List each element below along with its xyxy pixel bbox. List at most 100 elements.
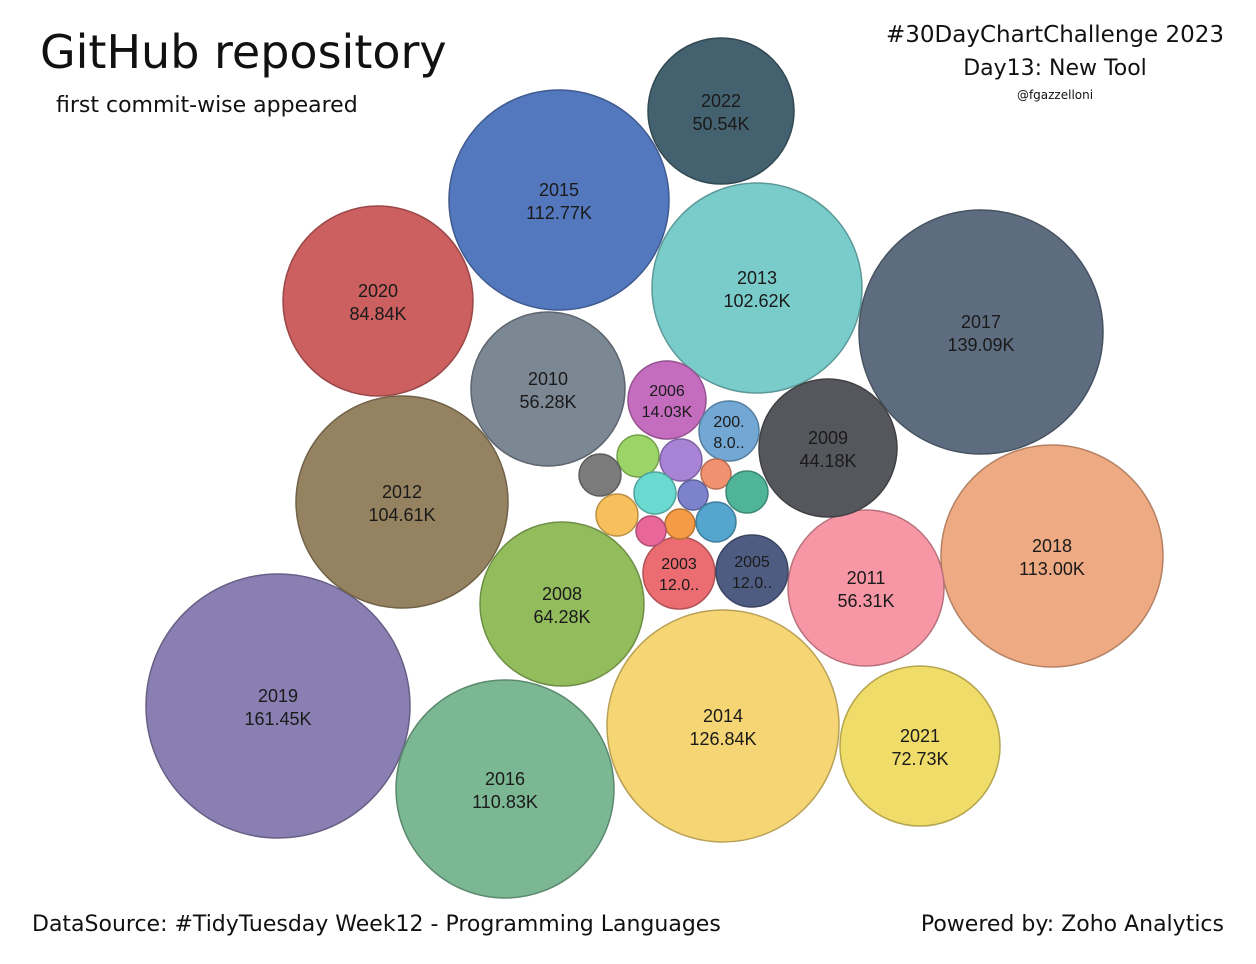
bubble-year-label: 2003 — [661, 556, 697, 573]
bubble-value-label: 104.61K — [368, 505, 435, 525]
bubble-year-label: 2013 — [737, 268, 777, 288]
bubble-unlabeled-29[interactable] — [695, 501, 737, 543]
bubble-circle[interactable] — [695, 501, 737, 543]
bubble-circle[interactable] — [282, 205, 474, 397]
bubble-2010[interactable]: 2010 56.28K — [470, 311, 626, 467]
bubble-value-label: 56.28K — [519, 392, 576, 412]
bubble-circle[interactable] — [606, 609, 840, 843]
bubble-2021[interactable]: 2021 72.73K — [839, 665, 1001, 827]
bubble-2022[interactable]: 2022 50.54K — [647, 37, 795, 185]
bubble-circle[interactable] — [295, 395, 509, 609]
bubble-circle[interactable] — [700, 458, 732, 490]
bubble-year-label: 2009 — [808, 428, 848, 448]
bubble-circle[interactable] — [725, 470, 769, 514]
bubble-year-label: 2020 — [358, 281, 398, 301]
bubble-value-label: 56.31K — [837, 591, 894, 611]
bubble-year-label: 2014 — [703, 706, 743, 726]
bubble-value-label: 50.54K — [692, 114, 749, 134]
bubble-unlabeled-23[interactable] — [633, 471, 677, 515]
bubble-circle[interactable] — [858, 209, 1104, 455]
bubble-circle[interactable] — [758, 378, 898, 518]
bubble-year-label: 2015 — [539, 180, 579, 200]
bubble-unlabeled-19[interactable] — [616, 434, 660, 478]
bubble-value-label: 102.62K — [723, 291, 790, 311]
bubble-unlabeled-22[interactable] — [700, 458, 732, 490]
bubble-unlabeled-20[interactable] — [659, 438, 703, 482]
bubble-2014[interactable]: 2014 126.84K — [606, 609, 840, 843]
bubble-circle[interactable] — [715, 534, 789, 608]
bubble-year-label: 2011 — [847, 568, 886, 588]
data-source-label: DataSource: #TidyTuesday Week12 - Progra… — [32, 912, 721, 937]
bubble-unlabeled-27[interactable] — [664, 508, 696, 540]
bubble-circle[interactable] — [787, 509, 945, 667]
bubble-circle[interactable] — [470, 311, 626, 467]
bubble-year-label: 200. — [713, 414, 744, 431]
bubble-value-label: 112.77K — [526, 203, 592, 223]
bubble-value-label: 139.09K — [947, 335, 1014, 355]
bubble-2013[interactable]: 2013 102.62K — [651, 182, 863, 394]
bubble-value-label: 126.84K — [689, 729, 756, 749]
bubble-2009[interactable]: 2009 44.18K — [758, 378, 898, 518]
bubble-year-label: 2016 — [485, 769, 525, 789]
bubble-2017[interactable]: 2017 139.09K — [858, 209, 1104, 455]
bubble-circle[interactable] — [839, 665, 1001, 827]
bubble-2015[interactable]: 2015 112.77K — [448, 89, 670, 311]
bubble-2012[interactable]: 2012 104.61K — [295, 395, 509, 609]
bubble-circle[interactable] — [677, 479, 709, 511]
bubble-unlabeled-24[interactable] — [677, 479, 709, 511]
bubble-2003[interactable]: 2003 12.0.. — [642, 536, 716, 610]
bubble-unlabeled-25[interactable] — [725, 470, 769, 514]
bubble-circle[interactable] — [940, 444, 1164, 668]
challenge-label: #30DayChartChallenge 2023 — [886, 22, 1224, 48]
bubble-circle[interactable] — [395, 679, 615, 899]
bubble-2006[interactable]: 2006 14.03K — [627, 360, 707, 440]
bubble-year-label: 2017 — [961, 312, 1001, 332]
bubble-year-label: 2021 — [900, 726, 940, 746]
bubble-circle[interactable] — [627, 360, 707, 440]
bubble-circle[interactable] — [595, 493, 639, 537]
bubble-year-label: 2018 — [1032, 536, 1072, 556]
bubble-2018[interactable]: 2018 113.00K — [940, 444, 1164, 668]
bubble-circle[interactable] — [448, 89, 670, 311]
day-label: Day13: New Tool — [963, 56, 1147, 81]
bubble-year-label: 2008 — [542, 584, 582, 604]
bubble-200[interactable]: 200. 8.0.. — [698, 400, 760, 462]
bubble-value-label: 161.45K — [244, 709, 311, 729]
bubble-circle[interactable] — [479, 521, 645, 687]
bubble-value-label: 14.03K — [642, 404, 693, 421]
bubble-circle[interactable] — [659, 438, 703, 482]
bubble-year-label: 2012 — [382, 482, 422, 502]
bubble-2020[interactable]: 2020 84.84K — [282, 205, 474, 397]
bubble-value-label: 72.73K — [891, 749, 948, 769]
bubble-2008[interactable]: 2008 64.28K — [479, 521, 645, 687]
chart-title: GitHub repository — [40, 25, 447, 79]
bubble-unlabeled-21[interactable] — [578, 453, 622, 497]
bubble-year-label: 2010 — [528, 369, 568, 389]
bubble-value-label: 8.0.. — [713, 435, 744, 452]
bubble-circle[interactable] — [145, 573, 411, 839]
chart-subtitle: first commit-wise appeared — [56, 93, 358, 118]
bubble-year-label: 2019 — [258, 686, 298, 706]
bubble-circle[interactable] — [698, 400, 760, 462]
bubble-year-label: 2006 — [649, 383, 685, 400]
bubble-layer: 2019 161.45K 2017 139.09K 2014 126.84K 2018 113… — [145, 37, 1164, 899]
bubble-circle[interactable] — [664, 508, 696, 540]
bubble-year-label: 2022 — [701, 91, 741, 111]
bubble-2019[interactable]: 2019 161.45K — [145, 573, 411, 839]
bubble-2005[interactable]: 2005 12.0.. — [715, 534, 789, 608]
bubble-unlabeled-26[interactable] — [595, 493, 639, 537]
bubble-circle[interactable] — [651, 182, 863, 394]
bubble-circle[interactable] — [616, 434, 660, 478]
bubble-circle[interactable] — [578, 453, 622, 497]
bubble-value-label: 44.18K — [799, 451, 856, 471]
bubble-circle[interactable] — [635, 515, 667, 547]
bubble-2011[interactable]: 2011 56.31K — [787, 509, 945, 667]
bubble-unlabeled-28[interactable] — [635, 515, 667, 547]
bubble-circle[interactable] — [647, 37, 795, 185]
bubble-value-label: 12.0.. — [659, 577, 699, 594]
bubble-circle[interactable] — [633, 471, 677, 515]
bubble-circle[interactable] — [642, 536, 716, 610]
bubble-2016[interactable]: 2016 110.83K — [395, 679, 615, 899]
bubble-year-label: 2005 — [734, 554, 770, 571]
